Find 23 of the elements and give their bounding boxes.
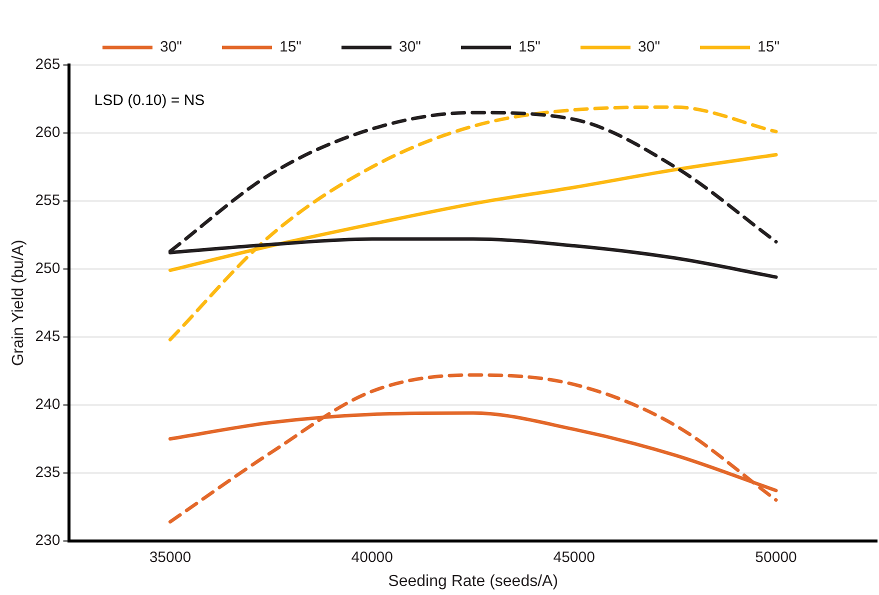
y-tick-label: 260 <box>35 124 60 142</box>
y-tick-label: 255 <box>35 192 60 210</box>
x-tick-label: 50000 <box>755 548 797 566</box>
y-tick-label: 265 <box>35 56 60 74</box>
legend-label: 15" <box>758 38 780 56</box>
y-tick-label: 250 <box>35 260 60 278</box>
y-axis-title: Grain Yield (bu/A) <box>10 240 28 366</box>
line-series <box>168 373 778 524</box>
x-tick-label: 40000 <box>351 548 393 566</box>
x-tick-label: 35000 <box>149 548 192 566</box>
legend-label: 30" <box>638 38 660 56</box>
legend-label: 30" <box>160 38 182 56</box>
legend-label: 15" <box>279 38 302 56</box>
y-tick-label: 240 <box>35 396 60 413</box>
y-tick-label: 230 <box>35 532 60 549</box>
y-tick-label: 245 <box>35 328 60 346</box>
legend-label: 30" <box>398 38 422 56</box>
line-series <box>168 105 778 342</box>
x-tick-label: 45000 <box>553 548 595 566</box>
legend-label: 15" <box>518 38 541 56</box>
y-tick-label: 235 <box>35 464 60 481</box>
x-axis-title: Seeding Rate (seeds/A) <box>388 572 558 590</box>
annotation: LSD (0.10) = NS <box>94 92 205 110</box>
